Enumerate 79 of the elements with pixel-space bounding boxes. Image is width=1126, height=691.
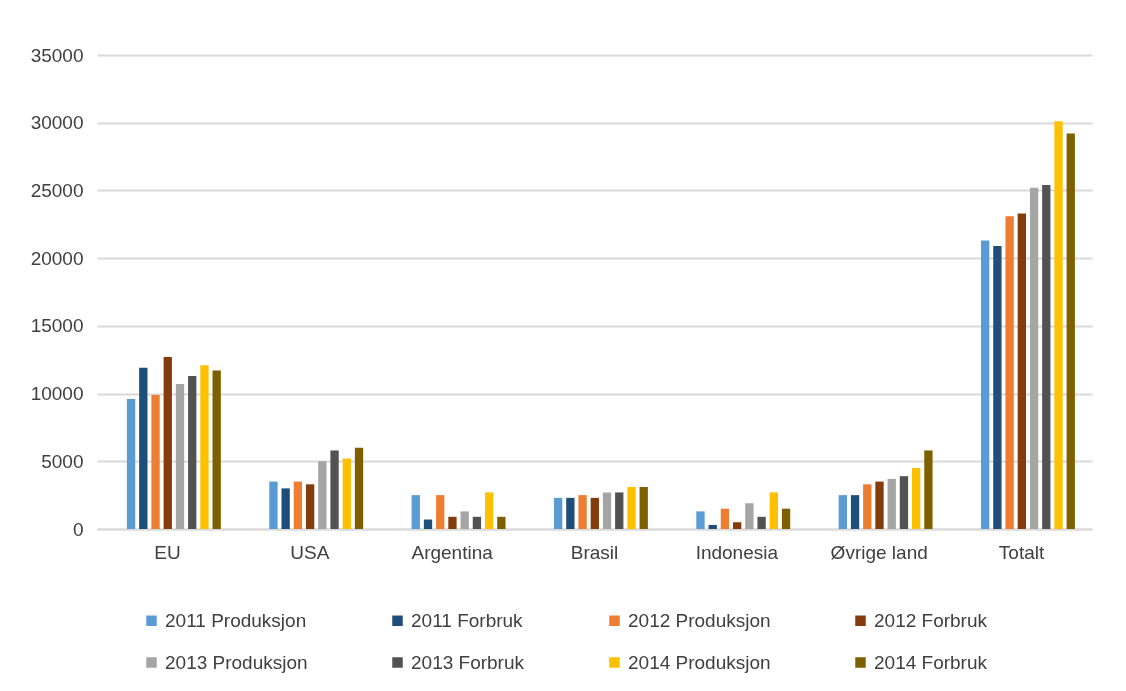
y-tick-label: 30000 bbox=[30, 112, 84, 134]
bar bbox=[293, 481, 303, 529]
bar bbox=[899, 476, 909, 529]
x-tick-label: Argentina bbox=[411, 541, 494, 563]
y-tick-label: 25000 bbox=[30, 179, 84, 201]
bar bbox=[924, 450, 933, 529]
x-tick-label: USA bbox=[290, 541, 330, 563]
bar bbox=[912, 468, 921, 529]
bar bbox=[1017, 213, 1026, 529]
bar bbox=[1042, 185, 1051, 529]
legend-label: 2014 Produksjon bbox=[628, 651, 771, 673]
bar bbox=[578, 495, 587, 529]
y-tick-label: 20000 bbox=[30, 247, 84, 269]
y-tick-label: 35000 bbox=[30, 44, 84, 66]
bar bbox=[163, 357, 172, 529]
bar bbox=[981, 240, 990, 529]
legend-label: 2013 Forbruk bbox=[411, 651, 525, 673]
bar bbox=[838, 495, 847, 529]
bar bbox=[330, 450, 339, 529]
bar bbox=[757, 516, 766, 529]
x-tick-label: Totalt bbox=[998, 541, 1045, 563]
legend-label: 2014 Forbruk bbox=[874, 651, 988, 673]
bar bbox=[696, 511, 705, 529]
bar bbox=[887, 478, 896, 529]
bar bbox=[863, 484, 872, 529]
bar bbox=[126, 398, 136, 529]
bar bbox=[497, 516, 506, 529]
bar bbox=[472, 516, 482, 529]
bar bbox=[553, 497, 563, 529]
bar bbox=[436, 495, 445, 529]
bar bbox=[281, 488, 290, 529]
bar bbox=[1029, 187, 1039, 529]
bar bbox=[615, 492, 624, 529]
x-tick-label: Øvrige land bbox=[830, 541, 928, 563]
bar bbox=[460, 511, 469, 529]
bar bbox=[139, 367, 148, 529]
bar bbox=[875, 481, 884, 529]
bar bbox=[602, 492, 612, 529]
bar bbox=[305, 484, 315, 529]
bar bbox=[732, 522, 742, 529]
bar bbox=[781, 508, 791, 529]
legend-label: 2012 Produksjon bbox=[628, 609, 771, 631]
bar bbox=[175, 384, 185, 529]
bar bbox=[151, 394, 160, 529]
y-tick-label: 10000 bbox=[30, 383, 84, 405]
bar bbox=[448, 516, 457, 529]
legend-label: 2011 Produksjon bbox=[165, 609, 307, 631]
bar bbox=[200, 365, 209, 529]
bar bbox=[769, 492, 778, 529]
bar bbox=[484, 492, 494, 529]
bar bbox=[423, 519, 433, 529]
bar bbox=[342, 458, 351, 529]
bar bbox=[639, 487, 648, 529]
x-tick-label: EU bbox=[154, 541, 181, 563]
bar bbox=[566, 497, 575, 529]
bar bbox=[590, 497, 599, 529]
bar bbox=[850, 495, 860, 529]
bar bbox=[708, 524, 717, 529]
bar bbox=[354, 447, 364, 529]
x-tick-label: Indonesia bbox=[695, 541, 779, 563]
y-tick-label: 15000 bbox=[30, 315, 84, 337]
bar bbox=[627, 487, 636, 529]
bar bbox=[411, 495, 420, 529]
bar bbox=[1005, 216, 1014, 529]
bar bbox=[269, 481, 278, 529]
legend-label: 2012 Forbruk bbox=[874, 609, 988, 631]
bar bbox=[1054, 121, 1063, 529]
y-tick-label: 0 bbox=[72, 518, 84, 540]
bar bbox=[745, 503, 754, 529]
y-tick-label: 5000 bbox=[41, 450, 84, 472]
x-tick-label: Brasil bbox=[570, 541, 619, 563]
bar bbox=[1066, 133, 1075, 529]
legend-label: 2013 Produksjon bbox=[165, 651, 308, 673]
bar bbox=[188, 375, 197, 529]
bar bbox=[993, 245, 1002, 529]
legend-label: 2011 Forbruk bbox=[411, 609, 524, 631]
bar bbox=[720, 508, 730, 529]
bar bbox=[318, 461, 327, 529]
bar bbox=[212, 370, 221, 529]
